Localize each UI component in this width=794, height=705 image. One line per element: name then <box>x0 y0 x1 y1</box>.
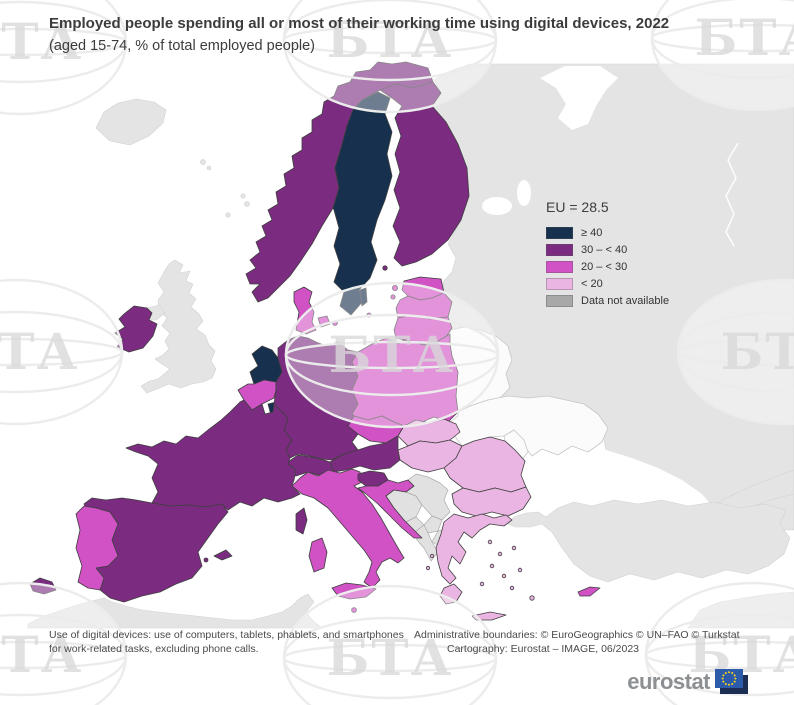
russia-border-line <box>725 142 739 247</box>
legend-swatch-30to40 <box>546 243 573 256</box>
country-iceland <box>95 98 167 146</box>
legend-label: 30 – < 40 <box>581 243 628 256</box>
country-ireland <box>114 305 158 353</box>
islands-aland <box>382 265 388 271</box>
legend-label: Data not available <box>581 294 670 307</box>
legend-label: < 20 <box>581 277 603 290</box>
islands-faroe <box>200 159 206 165</box>
lake-onega <box>517 180 531 206</box>
legend-label: 20 – < 30 <box>581 260 628 273</box>
legend-swatch-20to30 <box>546 260 573 273</box>
islands-orkney <box>225 212 231 218</box>
legend-item: < 20 <box>546 275 669 292</box>
legend-eu-average: EU = 28.5 <box>546 199 609 215</box>
legend-swatch-ge40 <box>546 226 573 239</box>
islands-shetland <box>240 193 246 199</box>
eurostat-logo: eurostat <box>627 668 750 695</box>
legend-item: 30 – < 40 <box>546 241 669 258</box>
country-bulgaria <box>451 486 532 517</box>
legend-item: 20 – < 30 <box>546 258 669 275</box>
island-ibiza <box>203 557 209 563</box>
eu-stars <box>721 671 737 686</box>
country-finland <box>379 81 470 267</box>
islands-balearic <box>213 549 233 561</box>
page-title: Employed people spending all or most of … <box>49 15 670 32</box>
footnote-right: Administrative boundaries: © EuroGeograp… <box>414 629 740 656</box>
legend-swatch-nodata <box>546 294 573 307</box>
island-corsica <box>295 507 308 535</box>
country-croatia <box>357 479 423 539</box>
footnote-left-line1: Use of digital devices: use of computers… <box>49 629 404 641</box>
page-subtitle: (aged 15-74, % of total employed people) <box>49 38 316 54</box>
islands-aegean <box>425 539 535 601</box>
country-cyprus <box>577 586 601 597</box>
lake-ladoga <box>482 197 512 215</box>
legend-swatch-lt20 <box>546 277 573 290</box>
legend-item: ≥ 40 <box>546 224 669 241</box>
country-france <box>125 399 301 511</box>
country-italy <box>291 468 405 589</box>
legend-item: Data not available <box>546 292 669 309</box>
country-turkiye <box>507 499 791 583</box>
islands-shetland <box>244 201 250 207</box>
island-sardinia <box>308 537 328 573</box>
eu-flag-icon <box>715 669 748 694</box>
footnote-right-line2: Cartography: Eurostat – IMAGE, 06/2023 <box>447 642 640 655</box>
footnote-left: Use of digital devices: use of computers… <box>49 629 404 656</box>
footnote-left-line2: for work-related tasks, excluding phone … <box>49 642 259 655</box>
eurostat-logo-text: eurostat <box>627 668 710 694</box>
country-serbia <box>405 473 451 521</box>
title-block: Employed people spending all or most of … <box>49 12 669 57</box>
map-legend: EU = 28.5 ≥ 40 30 – < 40 20 – < 30 < 20 … <box>546 199 669 309</box>
white-sea <box>540 66 618 130</box>
footnote-right-line1: Administrative boundaries: © EuroGeograp… <box>414 629 740 641</box>
islands-faroe <box>206 165 212 171</box>
country-portugal <box>75 505 119 591</box>
legend-label: ≥ 40 <box>581 226 603 239</box>
country-spain <box>83 497 229 603</box>
country-netherlands <box>249 345 283 385</box>
black-sea <box>520 446 712 514</box>
country-greece <box>435 513 513 585</box>
country-united-kingdom <box>140 259 217 394</box>
